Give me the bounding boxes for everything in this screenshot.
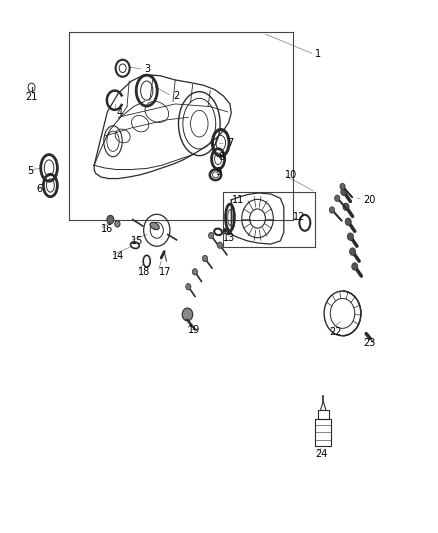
Text: 2: 2 [173,91,179,101]
Circle shape [343,203,349,211]
Circle shape [347,233,353,240]
Text: 11: 11 [232,195,244,205]
Circle shape [341,188,347,196]
Circle shape [202,255,208,262]
Text: 21: 21 [25,92,38,102]
Text: 1: 1 [315,50,321,59]
Text: 17: 17 [159,267,171,277]
Text: 9: 9 [215,167,222,176]
Text: 4: 4 [116,108,122,118]
Ellipse shape [150,222,159,230]
Circle shape [352,263,358,270]
Text: 13: 13 [223,233,236,243]
Circle shape [329,207,335,213]
Circle shape [192,269,198,275]
Bar [318,410,328,419]
Circle shape [335,195,340,201]
Text: 19: 19 [188,326,201,335]
Text: 20: 20 [364,195,376,205]
Circle shape [345,218,351,225]
Circle shape [115,221,120,227]
Text: 8: 8 [218,152,224,161]
Circle shape [182,308,193,321]
Text: 14: 14 [112,251,124,261]
Text: 16: 16 [101,224,113,234]
Circle shape [223,228,227,232]
Circle shape [350,248,356,255]
Circle shape [208,232,214,239]
Text: 22: 22 [329,327,342,336]
Text: 10: 10 [285,170,297,180]
Text: 18: 18 [138,267,150,277]
Circle shape [217,242,223,248]
Text: 7: 7 [227,138,233,148]
Circle shape [227,231,230,235]
Text: 5: 5 [27,166,33,175]
Text: 24: 24 [315,449,328,459]
Circle shape [107,215,114,224]
Text: 12: 12 [293,213,305,222]
Text: 15: 15 [131,236,143,246]
Circle shape [340,183,345,190]
Circle shape [186,284,191,290]
Text: 6: 6 [36,184,42,194]
Text: 3: 3 [145,64,151,74]
Text: 23: 23 [364,338,376,348]
